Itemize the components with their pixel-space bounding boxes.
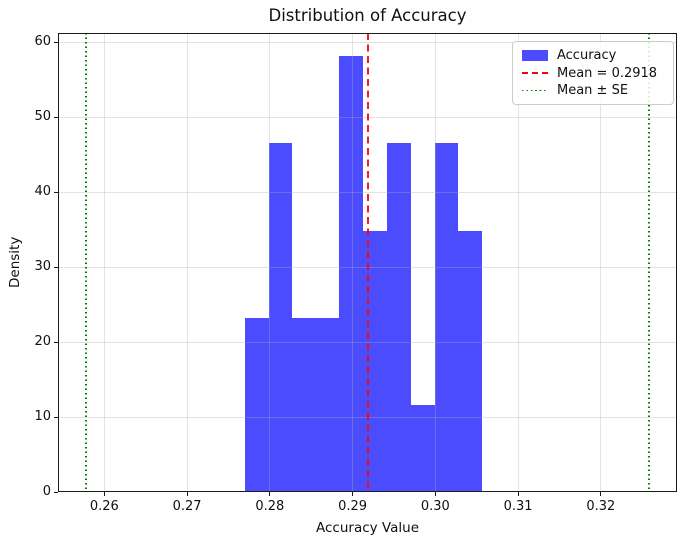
y-tick-label: 40	[34, 184, 51, 199]
histogram-bar	[339, 56, 364, 492]
chart-title: Distribution of Accuracy	[268, 6, 467, 25]
x-tick	[269, 492, 271, 496]
grid-line-x	[600, 33, 602, 492]
y-tick	[54, 191, 58, 193]
x-tick-label: 0.31	[503, 499, 533, 514]
x-axis-label: Accuracy Value	[316, 520, 419, 536]
x-tick	[352, 492, 354, 496]
y-tick	[54, 266, 58, 268]
x-tick	[600, 492, 602, 496]
legend-label-mean: Mean = 0.2918	[557, 65, 658, 81]
grid-line-x	[103, 33, 105, 492]
y-tick	[54, 341, 58, 343]
histogram-bar	[410, 405, 435, 492]
legend-swatch-se-line	[522, 89, 548, 92]
grid-line-x	[517, 33, 519, 492]
legend-swatch-mean-line	[522, 72, 548, 74]
grid-line-x	[269, 33, 271, 492]
se-line	[85, 33, 87, 492]
x-tick-label: 0.27	[172, 499, 202, 514]
histogram-bar	[386, 143, 411, 492]
histogram-bar	[434, 143, 458, 492]
y-tick	[54, 491, 58, 493]
y-tick-label: 50	[34, 109, 51, 124]
x-tick	[186, 492, 188, 496]
bars-layer	[58, 33, 677, 492]
legend-label-accuracy: Accuracy	[557, 48, 617, 63]
legend-item-mean: Mean = 0.2918	[522, 66, 664, 81]
annotation-lines-layer	[58, 33, 677, 492]
x-tick-label: 0.29	[338, 499, 368, 514]
legend-swatch-accuracy	[522, 50, 548, 61]
grid-line-x	[186, 33, 188, 492]
histogram-bar	[245, 318, 269, 492]
se-line	[648, 33, 650, 492]
histogram-bar	[363, 231, 387, 492]
y-tick-label: 10	[34, 409, 51, 424]
grid-line-x	[434, 33, 436, 492]
histogram-bar	[457, 231, 482, 492]
y-tick-label: 60	[34, 34, 51, 49]
mean-line	[366, 33, 369, 492]
legend-item-accuracy: Accuracy	[522, 48, 664, 63]
x-tick-label: 0.26	[89, 499, 119, 514]
histogram-bar	[316, 318, 340, 492]
legend-item-se: Mean ± SE	[522, 83, 664, 98]
plot-area	[58, 33, 677, 492]
x-tick	[103, 492, 105, 496]
legend: Accuracy Mean = 0.2918 Mean ± SE	[512, 41, 674, 105]
y-tick	[54, 416, 58, 418]
y-tick-label: 30	[34, 259, 51, 274]
y-tick	[54, 41, 58, 43]
legend-label-se: Mean ± SE	[557, 83, 629, 98]
y-tick-label: 20	[34, 334, 51, 349]
histogram-bar	[269, 143, 293, 492]
x-tick-label: 0.32	[586, 499, 616, 514]
x-tick-label: 0.30	[420, 499, 450, 514]
grid-line-x	[352, 33, 354, 492]
x-tick	[517, 492, 519, 496]
histogram-bar	[292, 318, 317, 492]
y-tick	[54, 116, 58, 118]
x-tick-label: 0.28	[255, 499, 285, 514]
y-tick-label: 0	[42, 484, 51, 499]
x-tick	[434, 492, 436, 496]
